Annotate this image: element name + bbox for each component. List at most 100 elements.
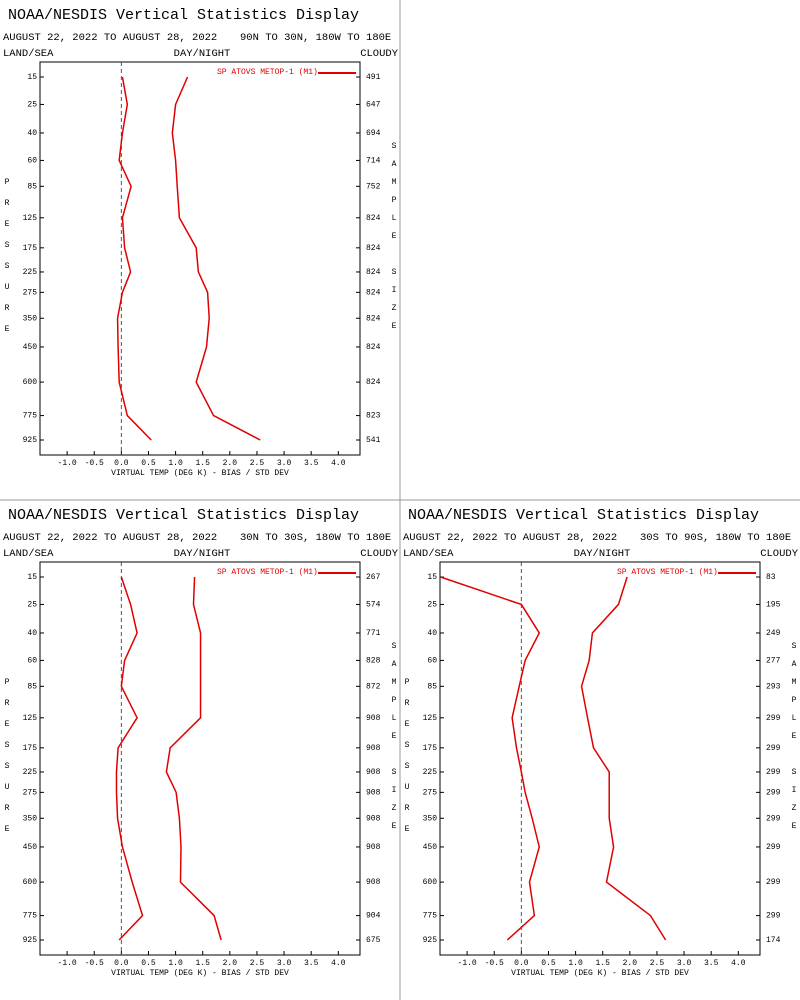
bias-line	[115, 576, 144, 941]
sample-size: 299	[766, 768, 781, 777]
y-tick-label: 275	[23, 288, 38, 297]
std-dev-line	[165, 576, 222, 941]
panel: NOAA/NESDIS Vertical Statistics Display A…	[403, 507, 799, 978]
x-tick-label: 3.0	[277, 459, 292, 468]
chart-subtitle: AUGUST 22, 2022 TO AUGUST 28, 2022	[3, 532, 217, 544]
y-tick-label: 175	[23, 244, 38, 253]
std-dev-line	[580, 576, 667, 941]
x-tick-label: 1.5	[196, 459, 211, 468]
x-tick-label: 2.5	[250, 459, 265, 468]
x-tick-label: 4.0	[331, 959, 346, 968]
y-tick-label: 775	[23, 912, 38, 921]
sample-size: 299	[766, 878, 781, 887]
sample-size: 904	[366, 912, 381, 921]
plot-frame	[39, 561, 361, 956]
y-tick-label: 40	[427, 629, 437, 638]
x-tick-label: 3.5	[304, 459, 319, 468]
plot-frame	[439, 561, 761, 956]
y-tick-label: 85	[27, 182, 37, 191]
sample-size: 647	[366, 101, 381, 110]
y-tick-label: 40	[27, 129, 37, 138]
x-tick-label: 0.0	[514, 959, 529, 968]
bias-line	[440, 576, 541, 941]
sample-size: 908	[366, 878, 381, 887]
x-tick-label: 4.0	[731, 959, 746, 968]
sample-size: 823	[366, 412, 381, 421]
y-tick-label: 175	[423, 744, 438, 753]
y-tick-label: 275	[23, 788, 38, 797]
x-axis-label: VIRTUAL TEMP (DEG K) - BIAS / STD DEV	[111, 969, 289, 978]
y-tick-label: 25	[27, 601, 37, 610]
x-tick-label: 2.0	[223, 459, 238, 468]
sample-size: 299	[766, 744, 781, 753]
x-tick-label: 1.5	[596, 959, 611, 968]
x-tick-label: -1.0	[58, 459, 77, 468]
y-tick-label: 85	[27, 682, 37, 691]
x-tick-label: 3.5	[704, 959, 719, 968]
sample-size: 293	[766, 682, 781, 691]
y-tick-label: 350	[23, 814, 38, 823]
sample-size: 299	[766, 912, 781, 921]
sample-size: 299	[766, 788, 781, 797]
y-tick-label: 125	[23, 214, 38, 223]
x-tick-label: -1.0	[458, 959, 477, 968]
x-tick-label: 2.0	[223, 959, 238, 968]
sample-size: 908	[366, 814, 381, 823]
sample-size: 908	[366, 744, 381, 753]
std-dev-line	[171, 76, 261, 441]
panel: NOAA/NESDIS Vertical Statistics Display A…	[3, 507, 399, 978]
x-tick-label: 0.5	[541, 959, 556, 968]
sample-size: 908	[366, 714, 381, 723]
sample-size: 824	[366, 314, 381, 323]
y-tick-label: 925	[23, 436, 38, 445]
sample-size: 675	[366, 936, 381, 945]
region: 30S TO 90S, 180W TO 180E	[640, 532, 791, 544]
sample-size: 491	[366, 73, 381, 82]
sample-size: 872	[366, 682, 381, 691]
y-tick-label: 350	[423, 814, 438, 823]
x-tick-label: 0.5	[141, 959, 156, 968]
x-tick-label: 2.5	[650, 959, 665, 968]
x-tick-label: 0.0	[114, 959, 129, 968]
x-tick-label: -0.5	[485, 959, 504, 968]
y-tick-label: 15	[27, 73, 37, 82]
land-sea: LAND/SEA	[3, 48, 54, 60]
cloudy: CLOUDY	[360, 48, 399, 60]
y-tick-label: 450	[23, 343, 38, 352]
y-tick-label: 225	[423, 768, 438, 777]
x-tick-label: 2.5	[250, 959, 265, 968]
sample-size: 824	[366, 378, 381, 387]
chart-subtitle: AUGUST 22, 2022 TO AUGUST 28, 2022	[403, 532, 617, 544]
day-night: DAY/NIGHT	[174, 548, 231, 560]
x-tick-label: -0.5	[85, 959, 104, 968]
y-tick-label: 600	[423, 878, 438, 887]
sample-size: 771	[366, 629, 381, 638]
sample-size: 541	[366, 436, 381, 445]
x-tick-label: 1.0	[168, 959, 183, 968]
sample-size: 828	[366, 657, 381, 666]
cloudy: CLOUDY	[360, 548, 399, 560]
sample-size: 249	[766, 629, 781, 638]
x-tick-label: 3.0	[677, 959, 692, 968]
sample-size: 299	[766, 714, 781, 723]
y-tick-label: 125	[423, 714, 438, 723]
region: 90N TO 30N, 180W TO 180E	[240, 32, 391, 44]
x-tick-label: 0.0	[114, 459, 129, 468]
sample-size: 714	[366, 157, 381, 166]
sample-size: 824	[366, 268, 381, 277]
sample-size: 299	[766, 843, 781, 852]
y-tick-label: 775	[423, 912, 438, 921]
y-tick-label: 225	[23, 768, 38, 777]
x-tick-label: 3.5	[304, 959, 319, 968]
y-tick-label: 275	[423, 788, 438, 797]
y-tick-label: 15	[27, 573, 37, 582]
y-tick-label: 25	[27, 101, 37, 110]
y-tick-label: 25	[427, 601, 437, 610]
y-tick-label: 450	[423, 843, 438, 852]
sample-size: 908	[366, 788, 381, 797]
bias-line	[116, 76, 152, 441]
